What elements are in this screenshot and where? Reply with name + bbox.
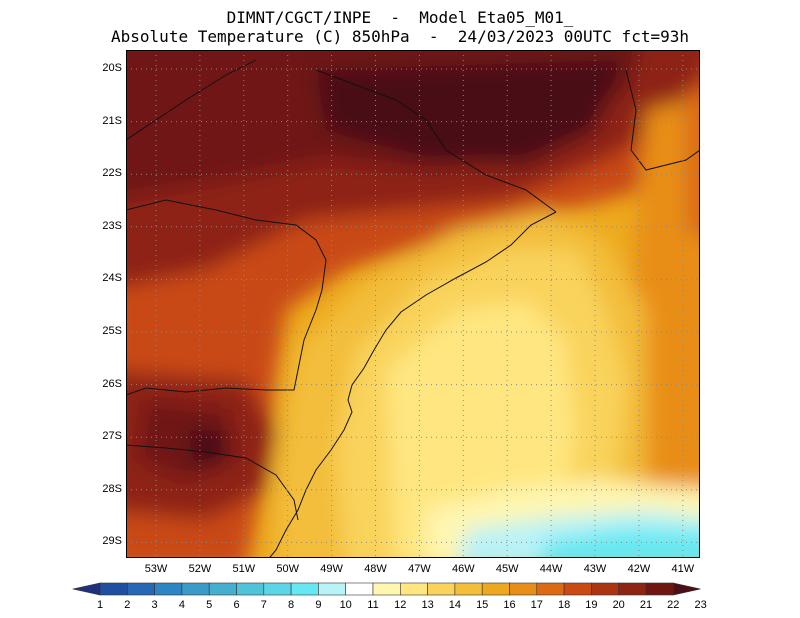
- longitude-label: 52W: [188, 563, 212, 575]
- longitude-label: 51W: [232, 563, 256, 575]
- colorbar-swatch: [563, 582, 592, 596]
- colorbar-swatch: [236, 582, 265, 596]
- longitude-label: 49W: [320, 563, 343, 575]
- colorbar-label: 21: [639, 599, 653, 611]
- temperature-map: [126, 50, 700, 558]
- colorbar-swatch: [127, 582, 155, 596]
- latitude-label: 27S: [102, 430, 122, 443]
- longitude-label: 46W: [451, 563, 475, 575]
- colorbar-label: 10: [339, 599, 352, 611]
- latitude-label: 26S: [102, 377, 122, 390]
- colorbar-swatch: [345, 582, 374, 596]
- colorbar-swatch: [399, 582, 428, 596]
- colorbar-swatch: [536, 582, 565, 596]
- longitude-label: 50W: [276, 563, 299, 575]
- colorbar-label: 17: [530, 599, 543, 611]
- colorbar-label: 19: [585, 599, 598, 611]
- colorbar-swatch: [481, 582, 510, 596]
- state-border: [126, 59, 257, 141]
- colorbar-label: 22: [667, 599, 680, 611]
- colorbar-label: 9: [315, 599, 322, 611]
- colorbar-label: 18: [557, 599, 571, 611]
- colorbar-scale: [72, 582, 701, 596]
- colorbar-label: 23: [694, 599, 707, 611]
- colorbar-swatch: [290, 582, 319, 596]
- colorbar-swatch: [318, 582, 346, 596]
- colorbar-swatch: [372, 582, 401, 596]
- colorbar-swatch: [154, 582, 183, 596]
- latitude-label: 23S: [102, 219, 122, 232]
- longitude-label: 45W: [495, 563, 519, 575]
- colorbar-label: 12: [394, 599, 407, 611]
- temperature-colorbar: [0, 580, 800, 618]
- colorbar-label: 16: [503, 599, 516, 611]
- longitude-label: 43W: [583, 563, 607, 575]
- colorbar-label: 13: [421, 599, 434, 611]
- colorbar-label: 3: [151, 599, 158, 611]
- longitude-label: 41W: [671, 563, 695, 575]
- latitude-label: 25S: [102, 325, 122, 337]
- map-title-line-1: DIMNT/CGCT/INPE - Model Eta05_M01_: [226, 8, 574, 27]
- latitude-label: 24S: [102, 272, 122, 285]
- colorbar-label: 8: [288, 599, 295, 611]
- state-border: [126, 199, 327, 396]
- colorbar-label: 14: [448, 599, 462, 611]
- longitude-label: 53W: [144, 563, 168, 575]
- latitude-label: 29S: [102, 535, 122, 548]
- colorbar-label: 5: [206, 599, 213, 611]
- colorbar-label: 4: [178, 599, 185, 611]
- colorbar-swatch: [181, 582, 210, 596]
- colorbar-swatch: [99, 582, 128, 596]
- colorbar-swatch: [263, 582, 292, 596]
- state-border: [315, 69, 557, 213]
- graticule: [126, 50, 700, 558]
- colorbar-label: 7: [260, 599, 267, 611]
- colorbar-swatch: [672, 582, 701, 596]
- state-border: [126, 444, 299, 521]
- colorbar-label: 1: [96, 599, 104, 611]
- temperature-field: [126, 50, 700, 558]
- colorbar-label: 2: [124, 599, 131, 611]
- colorbar-swatch: [618, 582, 647, 596]
- longitude-label: 42W: [627, 563, 651, 575]
- latitude-label: 22S: [102, 167, 122, 180]
- map-title-line-2: Absolute Temperature (C) 850hPa - 24/03/…: [111, 27, 689, 46]
- colorbar-swatch: [454, 582, 483, 596]
- longitude-label: 48W: [364, 563, 387, 575]
- longitude-label: 47W: [408, 563, 431, 575]
- colorbar-label: 15: [476, 599, 489, 611]
- colorbar-swatch: [72, 582, 101, 596]
- latitude-label: 21S: [102, 114, 122, 127]
- colorbar-label: 11: [367, 599, 379, 611]
- colorbar-swatch: [591, 582, 620, 596]
- colorbar-swatch: [509, 582, 538, 596]
- colorbar-label: 6: [233, 599, 240, 611]
- colorbar-swatch: [645, 582, 674, 596]
- colorbar-swatch: [208, 582, 237, 596]
- latitude-label: 28S: [102, 482, 122, 495]
- longitude-label: 44W: [539, 563, 563, 575]
- map-canvas: [126, 50, 700, 558]
- colorbar-swatch: [427, 582, 456, 596]
- colorbar-label: 20: [612, 599, 625, 611]
- latitude-label: 20S: [102, 62, 122, 74]
